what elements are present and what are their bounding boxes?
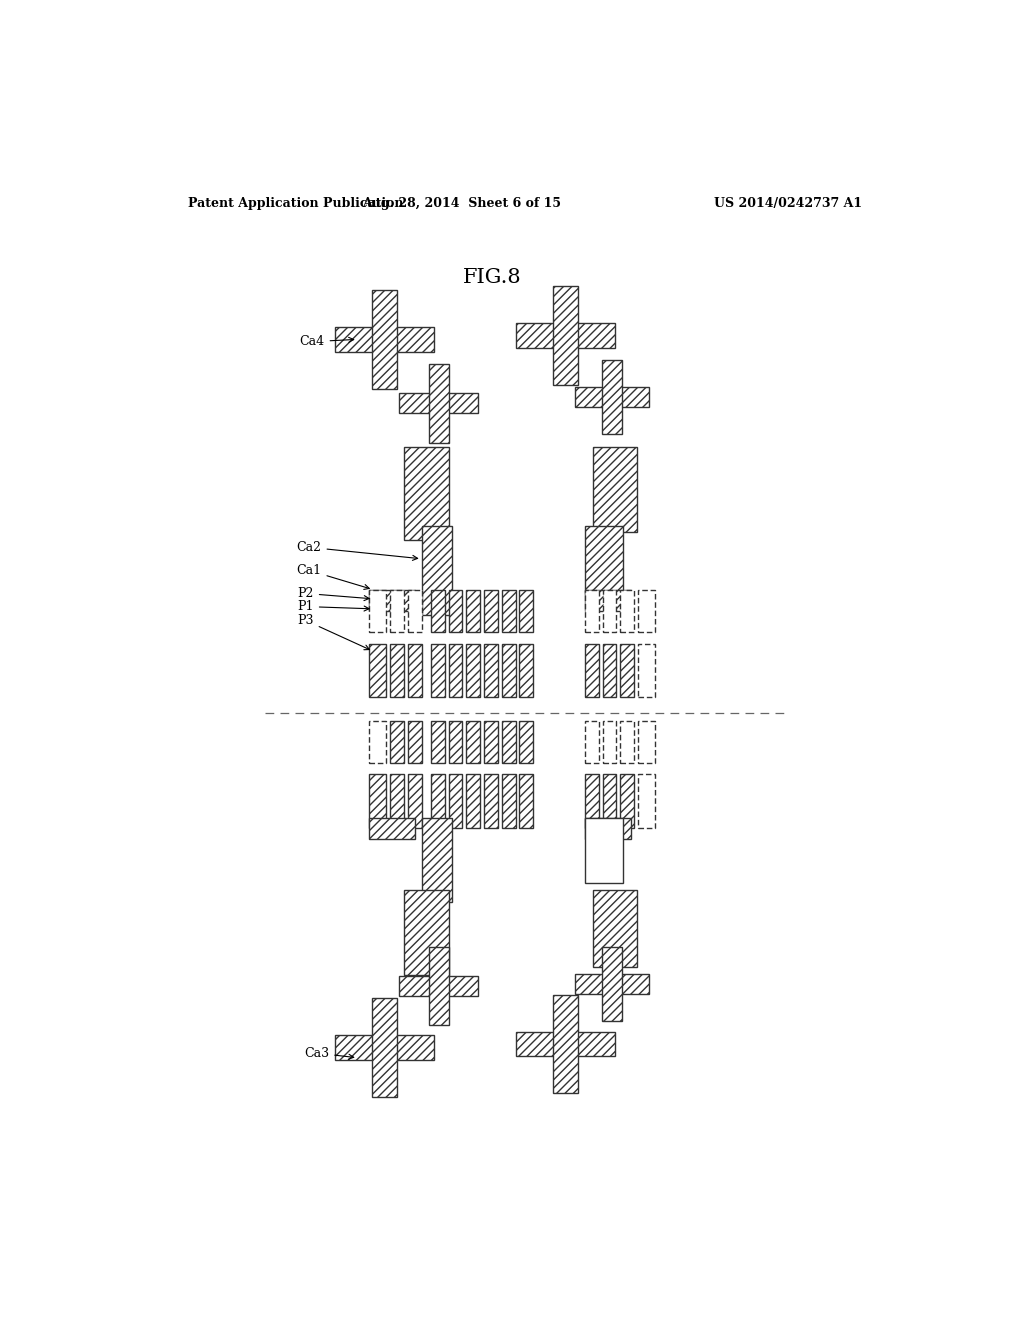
Bar (336, 327, 434, 351)
Text: Aug. 28, 2014  Sheet 6 of 15: Aug. 28, 2014 Sheet 6 of 15 (362, 197, 561, 210)
Bar (408, 721, 422, 763)
Bar (370, 817, 416, 840)
Bar (429, 946, 449, 1026)
Bar (585, 590, 599, 632)
Bar (553, 286, 578, 385)
Bar (585, 721, 599, 763)
Bar (422, 817, 453, 903)
Text: Ca4: Ca4 (299, 335, 353, 348)
Bar (408, 775, 422, 829)
Bar (502, 590, 515, 632)
Bar (390, 775, 403, 829)
Bar (638, 644, 655, 697)
Bar (403, 447, 449, 540)
Text: Patent Application Publication: Patent Application Publication (188, 197, 403, 210)
Bar (403, 890, 449, 974)
Text: P3: P3 (297, 614, 370, 649)
Bar (466, 775, 480, 829)
Bar (431, 590, 444, 632)
Bar (373, 998, 397, 1097)
Bar (484, 644, 498, 697)
Bar (585, 590, 631, 611)
Bar (466, 721, 480, 763)
Bar (431, 775, 444, 829)
Bar (336, 1035, 434, 1060)
Bar (621, 590, 634, 632)
Bar (516, 1032, 614, 1056)
Bar (621, 775, 634, 829)
Bar (466, 644, 480, 697)
Bar (593, 890, 637, 966)
Bar (574, 974, 649, 994)
Bar (593, 447, 637, 532)
Bar (585, 817, 624, 883)
Bar (502, 775, 515, 829)
Bar (585, 775, 599, 829)
Bar (553, 995, 578, 1093)
Bar (484, 721, 498, 763)
Bar (516, 323, 614, 348)
Bar (502, 721, 515, 763)
Text: Ca1: Ca1 (296, 564, 370, 590)
Bar (621, 721, 634, 763)
Bar (408, 644, 422, 697)
Bar (449, 590, 463, 632)
Bar (602, 360, 622, 434)
Text: US 2014/0242737 A1: US 2014/0242737 A1 (714, 197, 862, 210)
Bar (370, 721, 386, 763)
Text: P2: P2 (297, 587, 369, 601)
Bar (519, 775, 534, 829)
Bar (621, 644, 634, 697)
Bar (408, 590, 422, 632)
Bar (519, 721, 534, 763)
Text: Ca3: Ca3 (304, 1047, 353, 1060)
Bar (449, 775, 463, 829)
Bar (399, 393, 478, 413)
Bar (370, 644, 386, 697)
Bar (422, 527, 453, 615)
Bar (390, 644, 403, 697)
Bar (638, 775, 655, 829)
Bar (502, 644, 515, 697)
Bar (602, 721, 616, 763)
Bar (638, 721, 655, 763)
Bar (585, 817, 631, 840)
Bar (370, 590, 416, 611)
Bar (390, 590, 403, 632)
Bar (373, 290, 397, 388)
Bar (466, 590, 480, 632)
Bar (585, 644, 599, 697)
Bar (370, 775, 386, 829)
Bar (370, 590, 386, 632)
Text: Ca2: Ca2 (297, 541, 418, 561)
Bar (431, 644, 444, 697)
Bar (602, 644, 616, 697)
Bar (399, 977, 478, 997)
Bar (431, 721, 444, 763)
Bar (519, 644, 534, 697)
Bar (602, 946, 622, 1020)
Bar (390, 721, 403, 763)
Bar (585, 527, 624, 594)
Bar (449, 721, 463, 763)
Bar (484, 775, 498, 829)
Bar (484, 590, 498, 632)
Bar (574, 387, 649, 407)
Bar (602, 590, 616, 632)
Bar (429, 364, 449, 442)
Bar (449, 644, 463, 697)
Bar (638, 590, 655, 632)
Bar (519, 590, 534, 632)
Text: P1: P1 (297, 601, 369, 612)
Text: FIG.8: FIG.8 (463, 268, 522, 288)
Bar (602, 775, 616, 829)
